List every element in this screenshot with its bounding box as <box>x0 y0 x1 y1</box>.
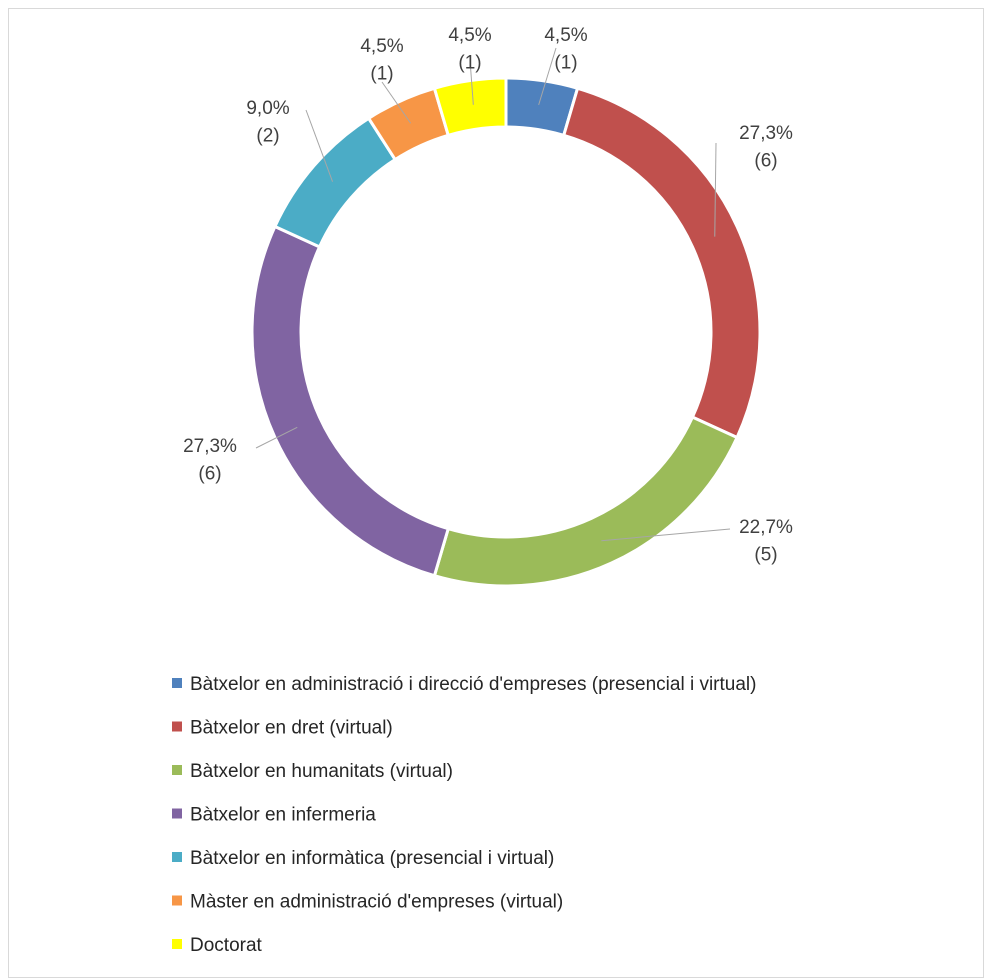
data-label-count: (5) <box>754 545 777 566</box>
data-label: 27,3% (6) <box>739 123 793 172</box>
data-label: 4,5% (1) <box>544 25 587 74</box>
leader-line <box>714 142 717 237</box>
data-label-percent: 4,5% <box>360 36 403 57</box>
legend-item: Bàtxelor en infermeria <box>172 805 376 826</box>
data-label-count: (6) <box>198 464 221 485</box>
leader-line <box>381 81 412 124</box>
legend-label: Màster en administració d'empreses (virt… <box>190 892 563 913</box>
legend-label: Bàtxelor en humanitats (virtual) <box>190 761 453 782</box>
legend-item: Doctorat <box>172 935 263 956</box>
legend-item: Bàtxelor en humanitats (virtual) <box>172 761 453 782</box>
data-label-count: (1) <box>370 64 393 85</box>
data-label-percent: 22,7% <box>739 517 793 538</box>
donut-segment <box>272 116 398 249</box>
legend-swatch <box>172 808 182 819</box>
legend-swatch <box>172 852 182 862</box>
data-label-percent: 4,5% <box>448 25 491 46</box>
legend-item: Bàtxelor en informàtica (presencial i vi… <box>172 848 554 869</box>
legend: Bàtxelor en administració i direcció d'e… <box>172 674 756 956</box>
legend-label: Doctorat <box>190 935 263 956</box>
data-label: 4,5% (1) <box>360 36 403 85</box>
data-label-percent: 27,3% <box>183 436 237 457</box>
data-label-count: (6) <box>754 151 777 172</box>
data-label-percent: 9,0% <box>246 98 289 119</box>
donut-segments <box>250 76 762 588</box>
data-label: 9,0% (2) <box>246 98 289 147</box>
donut-segment <box>432 415 740 588</box>
legend-label: Bàtxelor en infermeria <box>190 805 376 826</box>
legend-item: Màster en administració d'empreses (virt… <box>172 892 563 913</box>
legend-swatch <box>172 939 182 949</box>
leader-line <box>255 426 298 449</box>
legend-swatch <box>172 765 182 775</box>
data-label-count: (1) <box>554 53 577 74</box>
leader-line <box>305 109 334 182</box>
donut-segment <box>250 224 451 578</box>
legend-label: Bàtxelor en informàtica (presencial i vi… <box>190 848 554 869</box>
leader-line <box>538 47 557 105</box>
data-label-percent: 4,5% <box>544 25 587 46</box>
legend-swatch <box>172 721 182 732</box>
chart-frame <box>8 8 984 978</box>
legend-label: Bàtxelor en dret (virtual) <box>190 718 393 739</box>
legend-item: Bàtxelor en administració i direcció d'e… <box>172 674 756 695</box>
data-labels: 4,5% (1) 27,3% (6) 22,7% (5) 27,3% (6) 9,0% (2) 4,… <box>183 25 793 566</box>
data-label: 4,5% (1) <box>448 25 491 74</box>
donut-segment <box>432 76 508 138</box>
legend-item: Bàtxelor en dret (virtual) <box>172 718 393 739</box>
data-label: 22,7% (5) <box>739 517 793 566</box>
leader-line <box>469 59 474 105</box>
data-label-percent: 27,3% <box>739 123 793 144</box>
data-label-count: (2) <box>256 126 279 147</box>
donut-segment <box>561 86 762 440</box>
legend-swatch <box>172 895 182 906</box>
data-label-count: (1) <box>458 53 481 74</box>
data-label: 27,3% (6) <box>183 436 237 485</box>
leader-line <box>601 528 731 542</box>
legend-swatch <box>172 678 182 688</box>
legend-label: Bàtxelor en administració i direcció d'e… <box>190 674 756 695</box>
